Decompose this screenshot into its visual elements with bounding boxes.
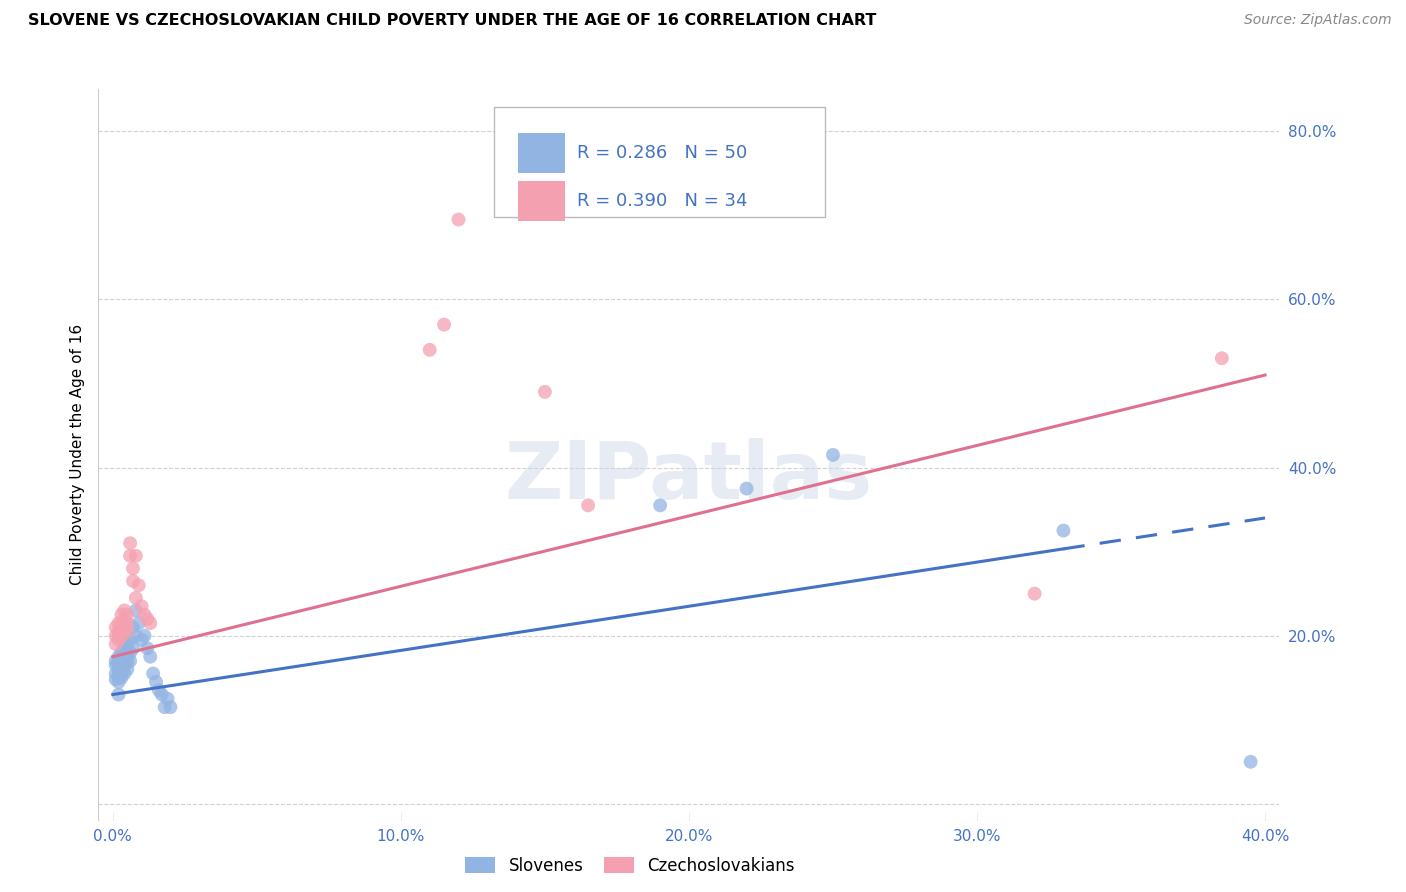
Point	[104, 637, 127, 651]
Point	[120, 536, 142, 550]
Text: R = 0.390   N = 34: R = 0.390 N = 34	[576, 192, 747, 210]
Point	[110, 649, 132, 664]
Point	[115, 649, 138, 664]
Point	[104, 673, 127, 687]
Point	[112, 666, 135, 681]
Point	[136, 612, 159, 626]
Point	[1052, 524, 1074, 538]
Point	[433, 318, 456, 332]
Point	[112, 649, 135, 664]
Point	[107, 669, 129, 683]
Point	[139, 649, 162, 664]
Point	[134, 607, 156, 622]
Point	[120, 654, 142, 668]
Point	[107, 660, 129, 674]
Point	[110, 652, 132, 666]
Point	[122, 561, 145, 575]
Point	[104, 666, 127, 681]
Point	[110, 629, 132, 643]
Point	[735, 482, 758, 496]
Point	[821, 448, 844, 462]
Point	[110, 662, 132, 676]
Point	[125, 591, 148, 605]
Point	[112, 620, 135, 634]
Point	[104, 620, 127, 634]
Point	[112, 641, 135, 656]
Point	[153, 700, 176, 714]
Point	[156, 691, 179, 706]
Point	[148, 683, 170, 698]
Point	[110, 645, 132, 659]
Point	[112, 658, 135, 673]
Text: ZIPatlas: ZIPatlas	[505, 438, 873, 516]
Point	[1211, 351, 1233, 366]
Point	[125, 549, 148, 563]
Point	[107, 616, 129, 631]
Text: SLOVENE VS CZECHOSLOVAKIAN CHILD POVERTY UNDER THE AGE OF 16 CORRELATION CHART: SLOVENE VS CZECHOSLOVAKIAN CHILD POVERTY…	[28, 13, 876, 29]
Y-axis label: Child Poverty Under the Age of 16: Child Poverty Under the Age of 16	[69, 325, 84, 585]
Point	[142, 666, 165, 681]
Point	[125, 603, 148, 617]
Point	[104, 654, 127, 668]
Point	[122, 574, 145, 588]
Point	[115, 624, 138, 639]
Point	[107, 649, 129, 664]
Point	[110, 607, 132, 622]
Point	[107, 688, 129, 702]
Point	[125, 629, 148, 643]
Point	[107, 632, 129, 647]
Point	[112, 603, 135, 617]
Point	[115, 662, 138, 676]
Point	[447, 212, 470, 227]
Point	[120, 632, 142, 647]
Point	[1240, 755, 1263, 769]
Point	[104, 629, 127, 643]
Point	[128, 578, 150, 592]
Point	[159, 700, 181, 714]
Point	[110, 671, 132, 685]
Point	[107, 656, 129, 670]
Point	[131, 632, 153, 647]
Bar	[517, 133, 565, 173]
Point	[131, 599, 153, 614]
Point	[104, 658, 127, 673]
Legend: Slovenes, Czechoslovakians: Slovenes, Czechoslovakians	[458, 850, 801, 882]
Point	[122, 620, 145, 634]
Point	[128, 616, 150, 631]
Point	[107, 629, 129, 643]
Point	[107, 674, 129, 689]
Point	[576, 499, 599, 513]
Point	[150, 688, 173, 702]
Point	[134, 629, 156, 643]
Point	[136, 641, 159, 656]
Text: Source: ZipAtlas.com: Source: ZipAtlas.com	[1244, 13, 1392, 28]
Point	[419, 343, 441, 357]
Point	[107, 664, 129, 678]
Point	[139, 616, 162, 631]
Point	[115, 607, 138, 622]
Point	[145, 674, 167, 689]
Point	[110, 616, 132, 631]
FancyBboxPatch shape	[494, 108, 825, 218]
Point	[650, 499, 672, 513]
Point	[1024, 587, 1046, 601]
Point	[115, 639, 138, 653]
Point	[122, 641, 145, 656]
Bar	[517, 181, 565, 221]
Point	[115, 616, 138, 631]
Point	[112, 635, 135, 649]
Text: R = 0.286   N = 50: R = 0.286 N = 50	[576, 145, 747, 162]
Point	[107, 624, 129, 639]
Point	[115, 656, 138, 670]
Point	[110, 666, 132, 681]
Point	[120, 549, 142, 563]
Point	[120, 645, 142, 659]
Point	[534, 384, 557, 399]
Point	[110, 658, 132, 673]
Point	[112, 612, 135, 626]
